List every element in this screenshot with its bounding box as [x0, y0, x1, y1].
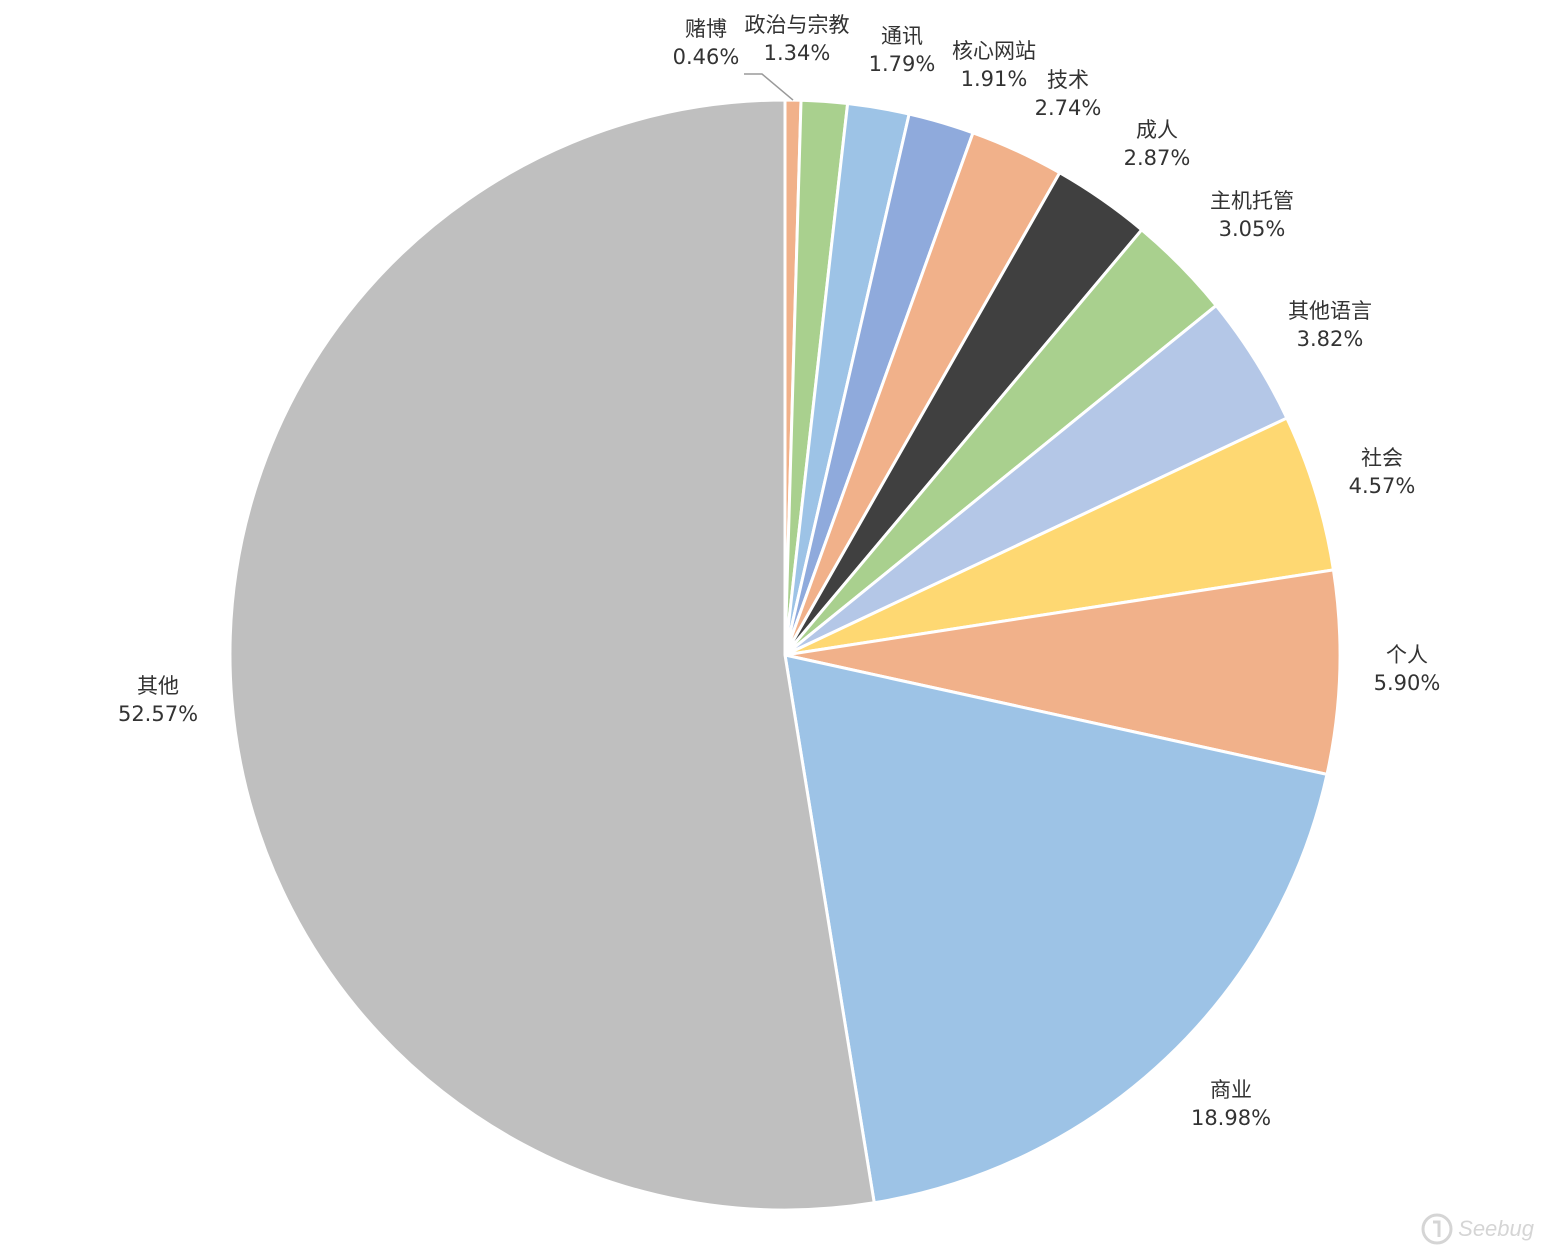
- slice-label-value-6: 3.05%: [1219, 217, 1286, 241]
- pie-slices: [228, 98, 1342, 1212]
- watermark-text: Seebug: [1458, 1216, 1534, 1241]
- slice-label-name-0: 赌博: [685, 17, 727, 41]
- slice-label-value-2: 1.79%: [869, 52, 936, 76]
- pie-slice-10: [783, 653, 1329, 1205]
- slice-label-name-10: 商业: [1210, 1078, 1252, 1102]
- slice-label-value-1: 1.34%: [764, 41, 831, 65]
- slice-label-value-0: 0.46%: [673, 45, 740, 69]
- slice-label-name-7: 其他语言: [1288, 299, 1372, 323]
- seebug-watermark: Seebug: [1420, 1212, 1534, 1246]
- slice-label-name-4: 技术: [1047, 68, 1089, 92]
- leader-line-0: [744, 73, 794, 101]
- slice-labels: 赌博 0.46%政治与宗教 1.34% 通讯 1.79% 核心网站 1.91% 技术 2.74%…: [118, 13, 1440, 1130]
- slice-label-value-7: 3.82%: [1297, 327, 1364, 351]
- slice-label-name-8: 社会: [1361, 446, 1403, 470]
- slice-label-name-11: 其他: [137, 674, 179, 698]
- slice-label-name-3: 核心网站: [952, 39, 1036, 63]
- slice-label-name-1: 政治与宗教: [745, 13, 850, 37]
- pie-slice-8: [784, 416, 1336, 657]
- seebug-logo-icon: [1421, 1213, 1453, 1245]
- slice-label-value-9: 5.90%: [1374, 671, 1441, 695]
- slice-label-name-5: 成人: [1136, 118, 1178, 142]
- slice-label-value-11: 52.57%: [118, 702, 198, 726]
- slice-label-value-8: 4.57%: [1349, 474, 1416, 498]
- slice-label-name-2: 通讯: [881, 24, 923, 48]
- pie-slice-9: [784, 568, 1342, 777]
- slice-label-name-6: 主机托管: [1210, 189, 1294, 213]
- slice-label-value-4: 2.74%: [1035, 96, 1102, 120]
- slice-label-name-9: 个人: [1386, 643, 1428, 667]
- slice-label-value-10: 18.98%: [1191, 1106, 1271, 1130]
- leader-lines: [744, 73, 794, 101]
- slice-label-value-3: 1.91%: [961, 67, 1028, 91]
- slice-label-value-5: 2.87%: [1124, 146, 1191, 170]
- pie-slice-11: [228, 98, 876, 1212]
